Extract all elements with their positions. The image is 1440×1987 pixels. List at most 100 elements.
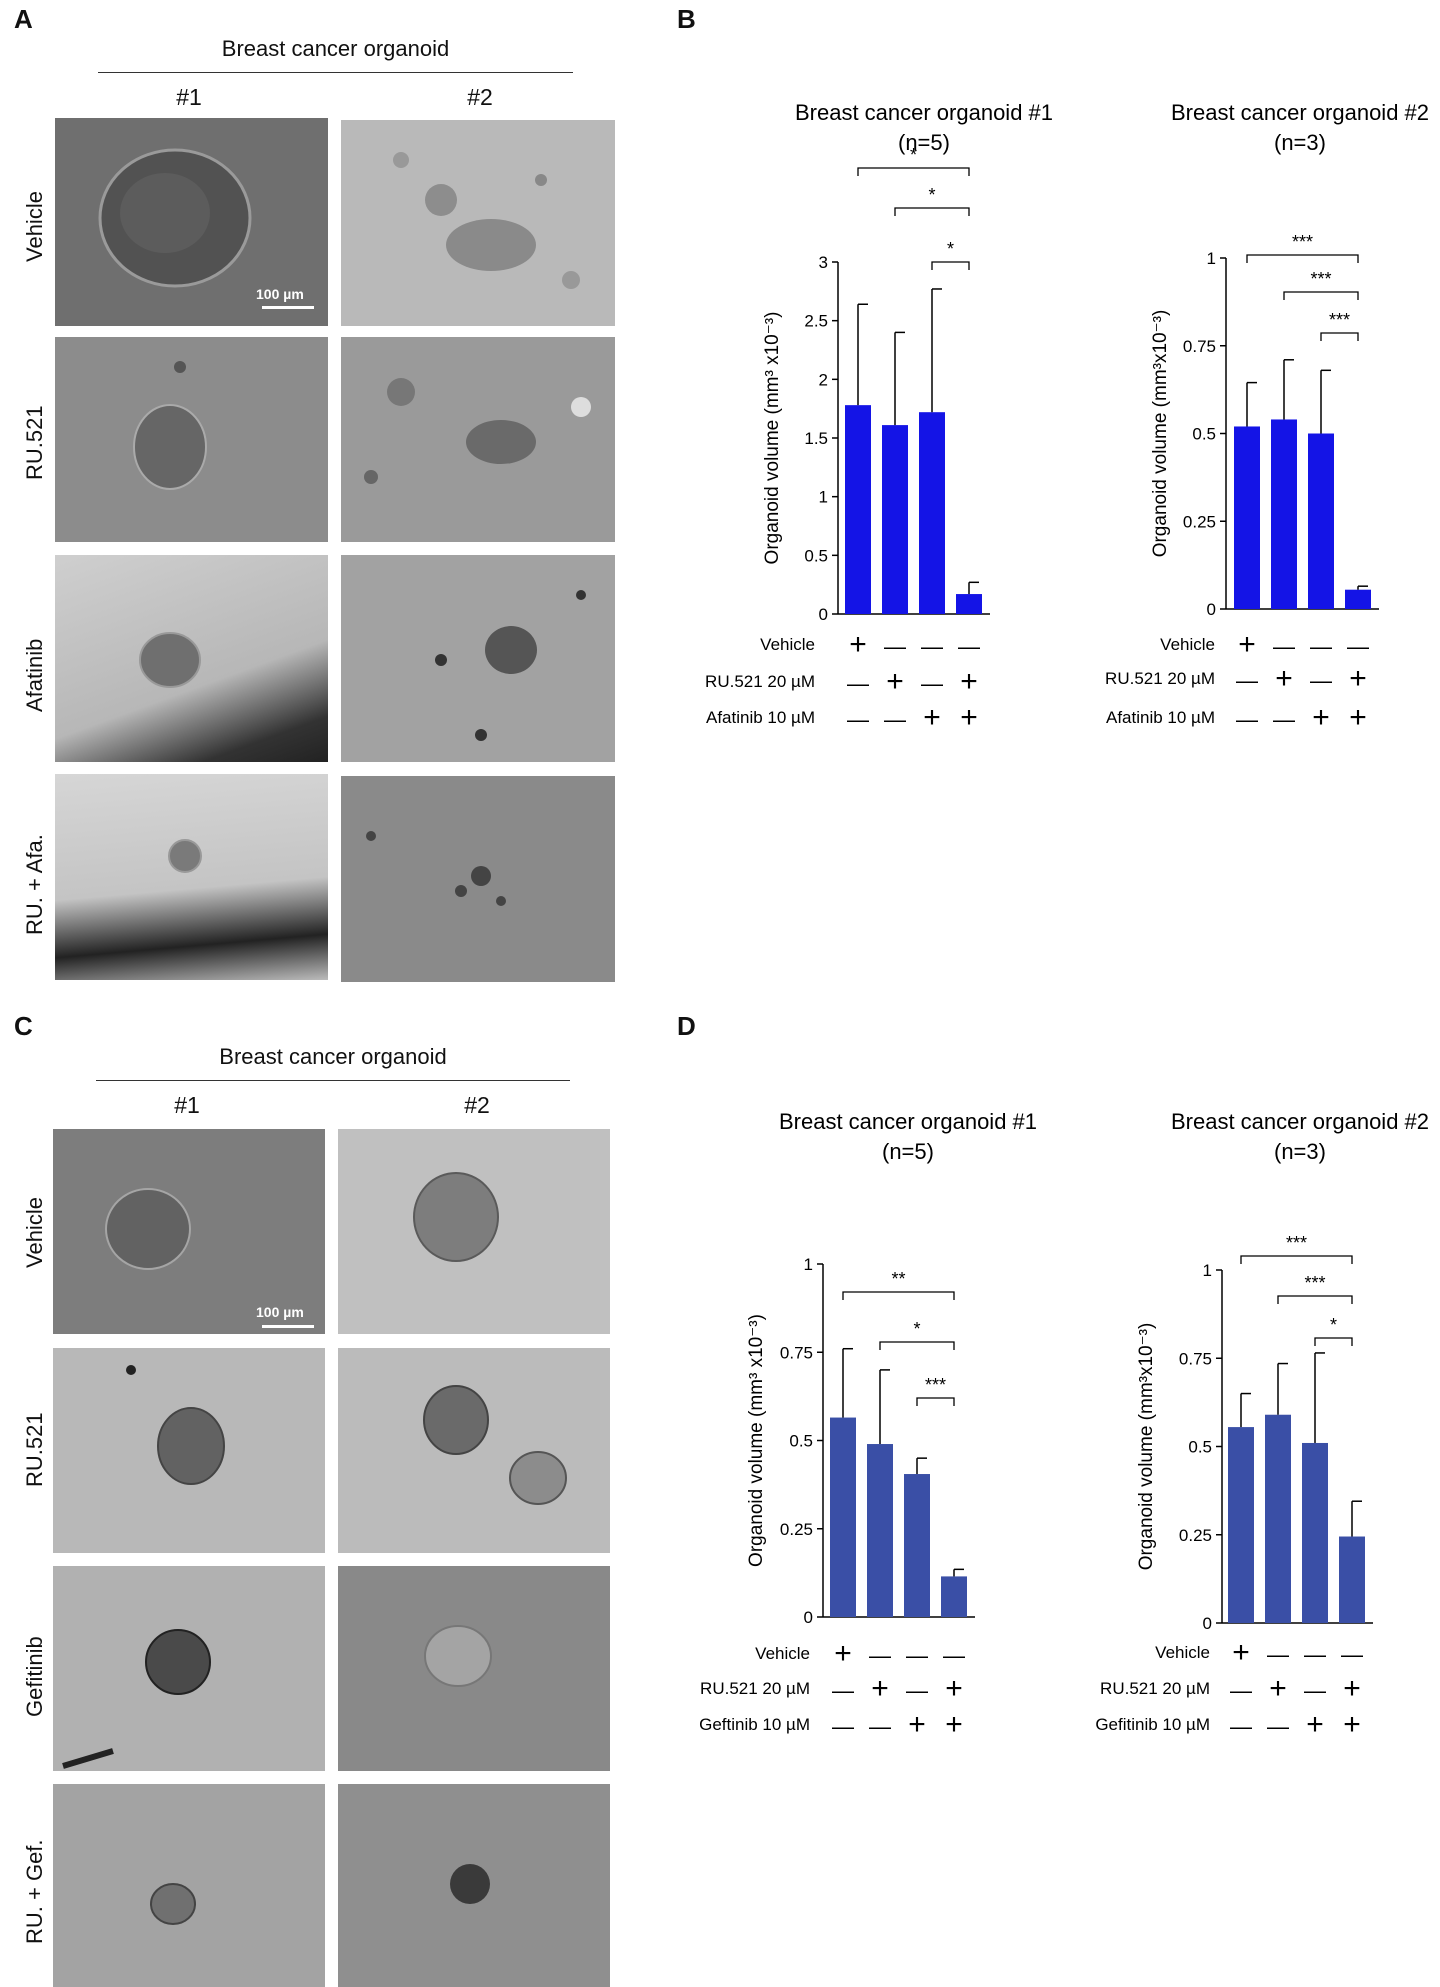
chart-b2-ytick-label: 0.75 — [1183, 337, 1216, 356]
chart-d1-sig-label: * — [913, 1319, 920, 1339]
chart-b1-condition-mark: + — [886, 665, 904, 698]
chart-d2-condition-mark: — — [1304, 1678, 1326, 1703]
chart-b1-sig-label: * — [947, 239, 954, 259]
micrograph-c-gefitinib-1 — [53, 1566, 325, 1771]
chart-b2-sig-bracket — [1283, 291, 1359, 300]
panel-a-header-rule — [98, 72, 573, 73]
chart-b2-condition-label: RU.521 20 µM — [1105, 669, 1215, 688]
scale-label-a: 100 µm — [256, 286, 304, 302]
chart-b1-ytick-label: 0.5 — [804, 546, 828, 565]
chart-d1-condition-label: Vehicle — [755, 1644, 810, 1663]
chart-b2-condition-mark: — — [1236, 668, 1258, 693]
chart-b1-sig-label: * — [910, 145, 917, 165]
panel-c-header-rule — [96, 1080, 570, 1081]
chart-b2-condition-mark: + — [1349, 662, 1367, 695]
chart-d2-condition-mark: + — [1343, 1672, 1361, 1705]
chart-b2-title: Breast cancer organoid #2 — [1171, 100, 1429, 125]
chart-b2-sig-label: *** — [1310, 269, 1331, 289]
chart-b1-condition-label: Afatinib 10 µM — [706, 708, 815, 727]
chart-d2-condition-label: Gefitinib 10 µM — [1095, 1715, 1210, 1734]
micrograph-a-afatinib-1 — [55, 555, 328, 762]
chart-b2-condition-mark: — — [1273, 634, 1295, 659]
chart-b1-condition-mark: — — [921, 671, 943, 696]
chart-d2-ytick-label: 0 — [1203, 1614, 1212, 1633]
chart-b1-condition-mark: + — [923, 701, 941, 734]
chart-d2-bar — [1339, 1536, 1365, 1623]
chart-d1-condition-mark: — — [906, 1643, 928, 1668]
chart-b2-bar — [1308, 433, 1334, 609]
chart-d1-condition-mark: + — [834, 1637, 852, 1670]
chart-b1-title: Breast cancer organoid #1 — [795, 100, 1053, 125]
chart-b1-condition-mark: — — [884, 707, 906, 732]
chart-b1-condition-mark: — — [847, 671, 869, 696]
micrograph-c-combo-1 — [53, 1784, 325, 1987]
chart-b1-bar — [845, 405, 871, 614]
chart-d2-ytick-label: 0.25 — [1179, 1526, 1212, 1545]
chart-d1-ylabel: Organoid volume (mm³ x10⁻³) — [746, 1314, 767, 1567]
micrograph-a-combo-2 — [341, 776, 615, 982]
chart-b1-ytick-label: 2 — [819, 370, 828, 389]
chart-d1-ytick-label: 0 — [804, 1608, 813, 1627]
chart-b2-bar — [1234, 426, 1260, 609]
chart-b2-bar — [1271, 419, 1297, 609]
chart-d1-condition-mark: — — [906, 1678, 928, 1703]
chart-b2-ytick-label: 0.25 — [1183, 512, 1216, 531]
chart-b1-ytick-label: 1.5 — [804, 429, 828, 448]
chart-b1-condition-mark: — — [958, 634, 980, 659]
chart-d1-sig-label: *** — [925, 1375, 946, 1395]
chart-b1-ytick-label: 1 — [819, 488, 828, 507]
chart-b2-sig-label: *** — [1292, 232, 1313, 252]
chart-d1-ytick-label: 0.25 — [780, 1520, 813, 1539]
chart-b1-subtitle: (n=5) — [898, 130, 950, 155]
chart-d1-condition-mark: — — [869, 1714, 891, 1739]
panel-c-column-1: #1 — [174, 1092, 200, 1118]
chart-b1-sig-bracket — [894, 207, 970, 216]
micrograph-c-vehicle-1 — [53, 1129, 325, 1334]
chart-b2-condition-mark: + — [1275, 662, 1293, 695]
chart-b1-bar — [882, 425, 908, 614]
micrograph-a-ru521-2 — [341, 337, 615, 542]
chart-b1-ylabel: Organoid volume (mm³ x10⁻³) — [762, 312, 783, 565]
chart-d2-condition-mark: — — [1304, 1642, 1326, 1667]
chart-d2-bar — [1265, 1414, 1291, 1623]
chart-b2-ytick-label: 1 — [1207, 249, 1216, 268]
chart-b2-subtitle: (n=3) — [1274, 130, 1326, 155]
micrograph-a-ru521-1 — [55, 337, 328, 542]
chart-d2-condition-label: RU.521 20 µM — [1100, 1679, 1210, 1698]
chart-d2-condition-mark: + — [1232, 1636, 1250, 1669]
chart-d2-condition-mark: + — [1269, 1672, 1287, 1705]
chart-d2-condition-label: Vehicle — [1155, 1643, 1210, 1662]
chart-d1-sig-bracket — [916, 1397, 955, 1406]
chart-d2-condition-mark: — — [1230, 1714, 1252, 1739]
panel-a-column-1: #1 — [176, 84, 202, 110]
scale-label-c: 100 µm — [256, 1304, 304, 1320]
micrograph-a-afatinib-2 — [341, 555, 615, 762]
chart-d1-sig-label: ** — [891, 1269, 905, 1289]
chart-d1-condition-mark: + — [945, 1672, 963, 1705]
chart-d2-title: Breast cancer organoid #2 — [1171, 1109, 1429, 1134]
chart-b2-ytick-label: 0 — [1207, 600, 1216, 619]
chart-d1-condition-mark: — — [832, 1714, 854, 1739]
chart-b2-ylabel: Organoid volume (mm³x10⁻³) — [1150, 310, 1171, 558]
chart-b1-condition-mark: + — [849, 628, 867, 661]
chart-d1-condition-mark: — — [869, 1643, 891, 1668]
chart-b1-bar — [956, 594, 982, 614]
panel-c-column-2: #2 — [464, 1092, 490, 1118]
chart-d1-bar — [941, 1576, 967, 1617]
chart-d2-condition-mark: — — [1341, 1642, 1363, 1667]
chart-d1-condition-mark: + — [908, 1708, 926, 1741]
micrograph-c-gefitinib-2 — [338, 1566, 610, 1771]
panel-c-row-ru521: RU.521 — [22, 1412, 47, 1487]
panel-c-header: Breast cancer organoid — [219, 1044, 447, 1069]
chart-b1-condition-mark: — — [921, 634, 943, 659]
chart-b1-condition-mark: — — [884, 634, 906, 659]
micrograph-a-vehicle-1 — [55, 118, 328, 326]
chart-b2-sig-bracket — [1246, 254, 1359, 263]
chart-d2-ytick-label: 0.5 — [1188, 1438, 1212, 1457]
chart-b2-sig-label: *** — [1329, 310, 1350, 330]
chart-b2-bar — [1345, 589, 1371, 609]
panel-c-row-vehicle: Vehicle — [22, 1197, 47, 1268]
chart-b1-condition-label: Vehicle — [760, 635, 815, 654]
chart-d2-condition-mark: + — [1306, 1708, 1324, 1741]
scale-bar-c — [262, 1325, 314, 1328]
